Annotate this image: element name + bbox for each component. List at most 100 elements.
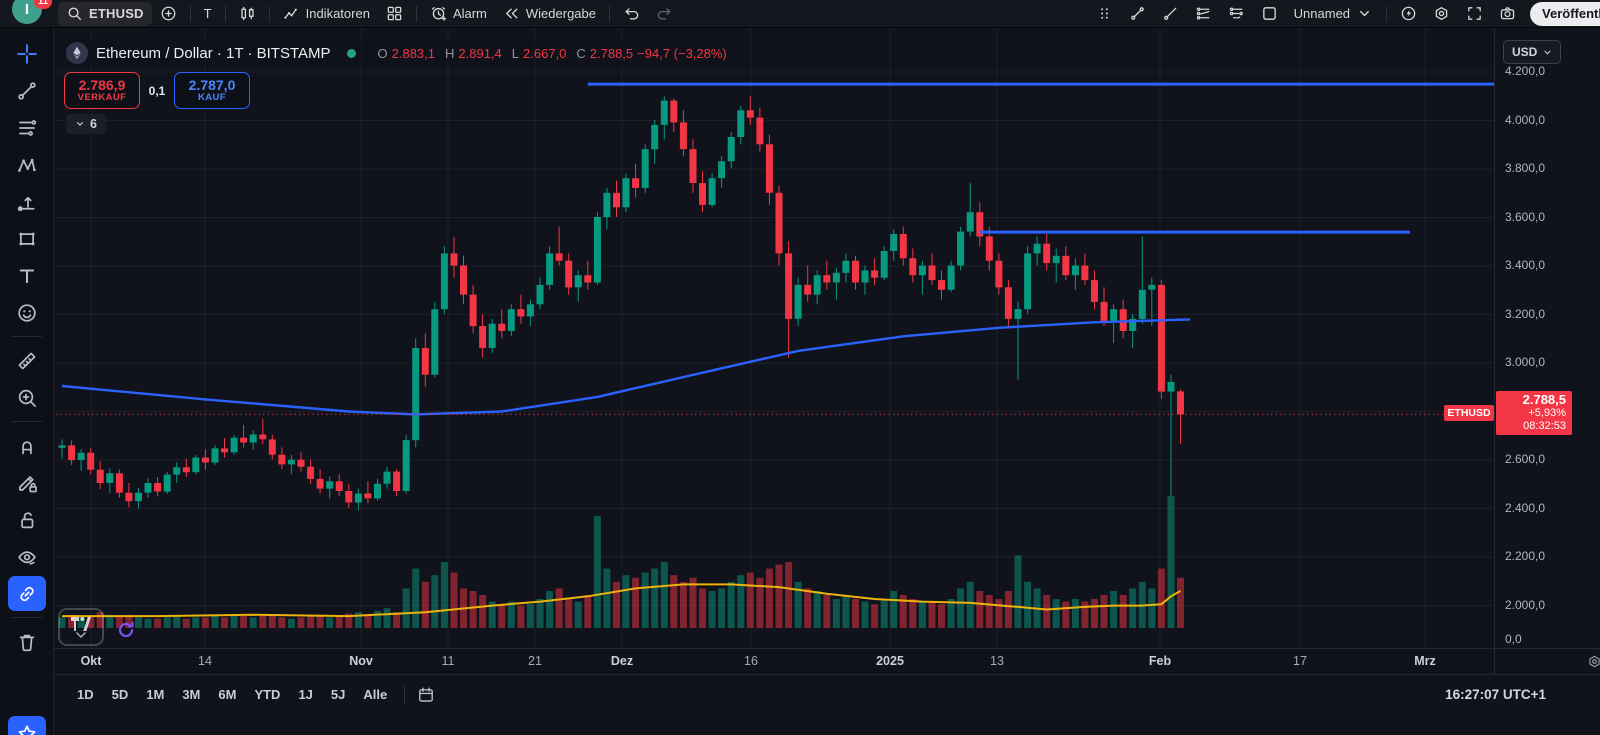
toolbar-separator (224, 5, 226, 22)
chevron-down-icon (76, 632, 86, 638)
alert-button[interactable]: Alarm (422, 2, 495, 26)
notification-badge: 11 (34, 0, 53, 9)
recent-tool-ray-button[interactable] (1154, 2, 1187, 26)
snapshot-button[interactable] (1491, 2, 1524, 26)
indicators-button[interactable]: Indikatoren (275, 2, 378, 26)
refresh-icon[interactable] (116, 620, 136, 640)
range-button-1D[interactable]: 1D (70, 683, 101, 706)
magnet-mode-button[interactable] (8, 428, 46, 463)
user-menu[interactable]: I 11 (12, 0, 56, 28)
layout-name-button[interactable]: Unnamed (1286, 2, 1381, 26)
interval-button[interactable]: T (196, 2, 220, 26)
toolbar-drag-handle[interactable] (1088, 2, 1121, 26)
zoom-tool[interactable] (8, 380, 46, 415)
multi-line-icon (1195, 5, 1212, 22)
undo-button[interactable] (615, 2, 648, 26)
range-button-1J[interactable]: 1J (291, 683, 319, 706)
publish-button[interactable]: Veröffentl (1530, 1, 1600, 26)
range-button-YTD[interactable]: YTD (247, 683, 287, 706)
gear-icon[interactable] (1587, 654, 1600, 669)
camera-icon (1499, 5, 1516, 22)
time-tick: 13 (990, 654, 1004, 668)
compare-add-button[interactable] (152, 2, 185, 26)
pattern-tool[interactable] (8, 147, 46, 182)
market-status-dot[interactable] (346, 48, 356, 58)
symbol-search-button[interactable]: ETHUSD (58, 1, 152, 26)
collapsed-panel-chip[interactable]: 6 (66, 114, 106, 134)
emoji-tool[interactable] (8, 295, 46, 330)
currency-button[interactable]: USD (1503, 40, 1562, 64)
fib-lines-icon (16, 117, 38, 139)
chevron-down-icon (75, 119, 85, 129)
collapsed-count: 6 (90, 117, 97, 131)
toolbar-left-group: ETHUSD T Indikatoren Alarm Wiedergabe (58, 0, 681, 27)
range-button-6M[interactable]: 6M (211, 683, 243, 706)
cursor-tool[interactable] (8, 36, 46, 71)
price-chart-canvas[interactable] (56, 28, 1494, 648)
toolbar-separator (1386, 5, 1388, 22)
hide-drawings-button[interactable] (8, 539, 46, 574)
unlock-icon (16, 509, 38, 531)
symbol-price-tag: ETHUSD (1444, 405, 1494, 421)
forecast-tool[interactable] (8, 184, 46, 219)
candles-icon (239, 5, 256, 22)
range-button-Alle[interactable]: Alle (356, 683, 394, 706)
time-tick: 14 (198, 654, 212, 668)
close-value: 2.788,5 (589, 45, 634, 61)
price-tick: 2.400,0 (1505, 501, 1546, 515)
range-button-3M[interactable]: 3M (175, 683, 207, 706)
fib-tool[interactable] (8, 110, 46, 145)
layout-button[interactable] (1253, 2, 1286, 26)
indicators-button-label: Indikatoren (305, 6, 370, 21)
spread-value: 0,1 (148, 83, 166, 98)
recent-tool-parallel-button[interactable] (1187, 2, 1220, 26)
indicator-templates-button[interactable] (378, 2, 411, 26)
recent-tool-trendline-button[interactable] (1121, 2, 1154, 26)
gear-icon (1433, 5, 1450, 22)
remove-drawings-button[interactable] (8, 624, 46, 659)
toolbar-separator (404, 685, 406, 704)
measure-tool[interactable] (8, 343, 46, 378)
time-axis[interactable]: Okt 14 Nov 11 21 Dez 16 2025 13 Feb 17 Mrz (54, 648, 1600, 674)
eye-icon (16, 546, 38, 568)
shapes-tool[interactable] (8, 221, 46, 256)
go-to-date-button[interactable] (415, 684, 437, 706)
drag-dots-icon (1096, 5, 1113, 22)
range-button-1M[interactable]: 1M (139, 683, 171, 706)
price-tick: 3.800,0 (1505, 161, 1546, 175)
quick-search-button[interactable] (1392, 2, 1425, 26)
toolbar-right-group: Unnamed Veröffentl (1088, 0, 1600, 27)
time-tick: Okt (80, 654, 102, 668)
clock[interactable]: 16:27:07 UTC+1 (1445, 686, 1546, 702)
range-button-5D[interactable]: 5D (105, 683, 136, 706)
settings-button[interactable] (1425, 2, 1458, 26)
replay-button[interactable]: Wiedergabe (495, 2, 604, 26)
magnet-icon (16, 435, 38, 457)
bottom-bar-right: 16:27:07 UTC+1 (1445, 686, 1584, 704)
fullscreen-button[interactable] (1458, 2, 1491, 26)
pattern-icon (16, 154, 38, 176)
text-tool[interactable] (8, 258, 46, 293)
sync-drawings-button[interactable] (7, 576, 46, 611)
price-tick: 4.200,0 (1505, 64, 1546, 78)
chart-style-button[interactable] (231, 2, 264, 26)
time-tick: Feb (1148, 654, 1172, 668)
price-axis[interactable]: USD 2.788,5 +5,93% 08:32:53 0,0 4.200,0 4… (1494, 28, 1600, 648)
multi-line2-icon (1228, 5, 1245, 22)
toolbar-separator (189, 5, 191, 22)
range-button-5J[interactable]: 5J (324, 683, 352, 706)
pencil-lock-icon (16, 472, 38, 494)
buy-button[interactable]: 2.787,0 KAUF (174, 72, 250, 109)
favorites-button[interactable] (7, 716, 46, 735)
recent-tool-channel-button[interactable] (1220, 2, 1253, 26)
trendline-icon (16, 80, 38, 102)
time-tick: 17 (1293, 654, 1307, 668)
symbol-title[interactable]: Ethereum / Dollar · 1T · BITSTAMP (96, 44, 331, 62)
tradingview-watermark[interactable] (58, 608, 104, 646)
symbol-info-bar[interactable]: Ethereum / Dollar · 1T · BITSTAMP O 2.883… (64, 40, 735, 66)
sell-label: VERKAUF (77, 91, 127, 103)
lock-drawings-button[interactable] (8, 502, 46, 537)
sell-button[interactable]: 2.786,9 VERKAUF (64, 72, 140, 109)
drawing-mode-button[interactable] (8, 465, 46, 500)
trend-line-tool[interactable] (8, 73, 46, 108)
